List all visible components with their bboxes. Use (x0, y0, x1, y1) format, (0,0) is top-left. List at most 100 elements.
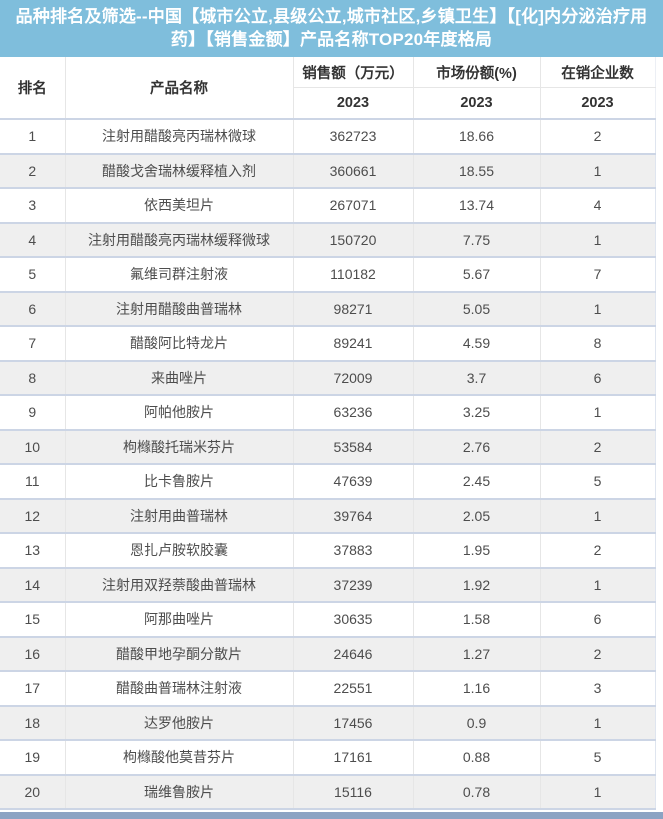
share-cell: 0.88 (413, 740, 541, 776)
companies-cell: 8 (540, 326, 656, 362)
table-row: 8 来曲唑片 72009 3.7 6 (0, 360, 656, 396)
sales-cell: 37883 (293, 533, 414, 569)
sales-cell: 63236 (293, 395, 414, 431)
table-bottom-border (0, 812, 663, 819)
rank-cell: 3 (0, 188, 66, 224)
sales-cell: 24646 (293, 636, 414, 672)
table-row: 7 醋酸阿比特龙片 89241 4.59 8 (0, 326, 656, 362)
table-row: 4 注射用醋酸亮丙瑞林缓释微球 150720 7.75 1 (0, 222, 656, 258)
table-row: 20 瑞维鲁胺片 15116 0.78 1 (0, 774, 656, 810)
share-cell: 7.75 (413, 222, 541, 258)
rank-cell: 11 (0, 464, 66, 500)
companies-cell: 4 (540, 188, 656, 224)
share-cell: 13.74 (413, 188, 541, 224)
table-row: 3 依西美坦片 267071 13.74 4 (0, 188, 656, 224)
rank-cell: 17 (0, 671, 66, 707)
rank-cell: 16 (0, 636, 66, 672)
product-name-cell: 比卡鲁胺片 (65, 464, 294, 500)
rank-cell: 18 (0, 705, 66, 741)
share-cell: 1.95 (413, 533, 541, 569)
sales-cell: 47639 (293, 464, 414, 500)
sales-cell: 72009 (293, 360, 414, 396)
table-row: 2 醋酸戈舍瑞林缓释植入剂 360661 18.55 1 (0, 153, 656, 189)
table-row: 17 醋酸曲普瑞林注射液 22551 1.16 3 (0, 671, 656, 707)
rank-cell: 8 (0, 360, 66, 396)
table-row: 1 注射用醋酸亮丙瑞林微球 362723 18.66 2 (0, 119, 656, 155)
rank-cell: 19 (0, 740, 66, 776)
companies-cell: 3 (540, 671, 656, 707)
sales-cell: 37239 (293, 567, 414, 603)
product-name-cell: 恩扎卢胺软胶囊 (65, 533, 294, 569)
share-cell: 2.76 (413, 429, 541, 465)
product-name-cell: 来曲唑片 (65, 360, 294, 396)
share-cell: 18.66 (413, 119, 541, 155)
share-cell: 1.58 (413, 602, 541, 638)
share-cell: 1.27 (413, 636, 541, 672)
table-row: 14 注射用双羟萘酸曲普瑞林 37239 1.92 1 (0, 567, 656, 603)
share-cell: 1.16 (413, 671, 541, 707)
share-cell: 5.67 (413, 257, 541, 293)
rank-cell: 2 (0, 153, 66, 189)
product-name-cell: 阿那曲唑片 (65, 602, 294, 638)
rank-cell: 15 (0, 602, 66, 638)
share-cell: 4.59 (413, 326, 541, 362)
product-name-cell: 氟维司群注射液 (65, 257, 294, 293)
sales-cell: 360661 (293, 153, 414, 189)
share-cell: 0.78 (413, 774, 541, 810)
sales-cell: 39764 (293, 498, 414, 534)
companies-cell: 1 (540, 498, 656, 534)
companies-cell: 7 (540, 257, 656, 293)
companies-cell: 1 (540, 395, 656, 431)
table-row: 19 枸橼酸他莫昔芬片 17161 0.88 5 (0, 740, 656, 776)
share-cell: 2.05 (413, 498, 541, 534)
sales-cell: 22551 (293, 671, 414, 707)
table-row: 6 注射用醋酸曲普瑞林 98271 5.05 1 (0, 291, 656, 327)
product-name-cell: 注射用曲普瑞林 (65, 498, 294, 534)
product-name-cell: 醋酸戈舍瑞林缓释植入剂 (65, 153, 294, 189)
col-header-rank: 排名 (0, 57, 66, 120)
year-subheader-companies: 2023 (540, 87, 656, 120)
report-title: 品种排名及筛选--中国【城市公立,县级公立,城市社区,乡镇卫生】【[化]内分泌治… (0, 0, 663, 57)
sales-cell: 150720 (293, 222, 414, 258)
companies-cell: 2 (540, 429, 656, 465)
product-name-cell: 阿帕他胺片 (65, 395, 294, 431)
table-body: 1 注射用醋酸亮丙瑞林微球 362723 18.66 2 2 醋酸戈舍瑞林缓释植入剂 3606… (0, 119, 656, 810)
rank-cell: 12 (0, 498, 66, 534)
product-name-cell: 注射用醋酸曲普瑞林 (65, 291, 294, 327)
product-name-cell: 达罗他胺片 (65, 705, 294, 741)
companies-cell: 1 (540, 567, 656, 603)
rank-cell: 7 (0, 326, 66, 362)
col-header-sales: 销售额（万元） (293, 57, 414, 88)
sales-cell: 362723 (293, 119, 414, 155)
sales-cell: 98271 (293, 291, 414, 327)
table-row: 12 注射用曲普瑞林 39764 2.05 1 (0, 498, 656, 534)
table-row: 18 达罗他胺片 17456 0.9 1 (0, 705, 656, 741)
ranking-table: 排名 产品名称 销售额（万元） 市场份额(%) 在销企业数 2023 2023 … (0, 57, 656, 810)
product-name-cell: 枸橼酸托瑞米芬片 (65, 429, 294, 465)
rank-cell: 6 (0, 291, 66, 327)
rank-cell: 13 (0, 533, 66, 569)
rank-cell: 5 (0, 257, 66, 293)
companies-cell: 1 (540, 222, 656, 258)
companies-cell: 2 (540, 533, 656, 569)
product-name-cell: 注射用醋酸亮丙瑞林缓释微球 (65, 222, 294, 258)
companies-cell: 1 (540, 774, 656, 810)
product-name-cell: 瑞维鲁胺片 (65, 774, 294, 810)
rank-cell: 1 (0, 119, 66, 155)
share-cell: 1.92 (413, 567, 541, 603)
share-cell: 0.9 (413, 705, 541, 741)
sales-cell: 89241 (293, 326, 414, 362)
product-name-cell: 醋酸阿比特龙片 (65, 326, 294, 362)
rank-cell: 10 (0, 429, 66, 465)
rank-cell: 4 (0, 222, 66, 258)
product-name-cell: 枸橼酸他莫昔芬片 (65, 740, 294, 776)
sales-cell: 110182 (293, 257, 414, 293)
companies-cell: 1 (540, 705, 656, 741)
companies-cell: 2 (540, 119, 656, 155)
companies-cell: 5 (540, 740, 656, 776)
sales-cell: 17456 (293, 705, 414, 741)
rank-cell: 9 (0, 395, 66, 431)
sales-cell: 267071 (293, 188, 414, 224)
col-header-product: 产品名称 (65, 57, 294, 120)
